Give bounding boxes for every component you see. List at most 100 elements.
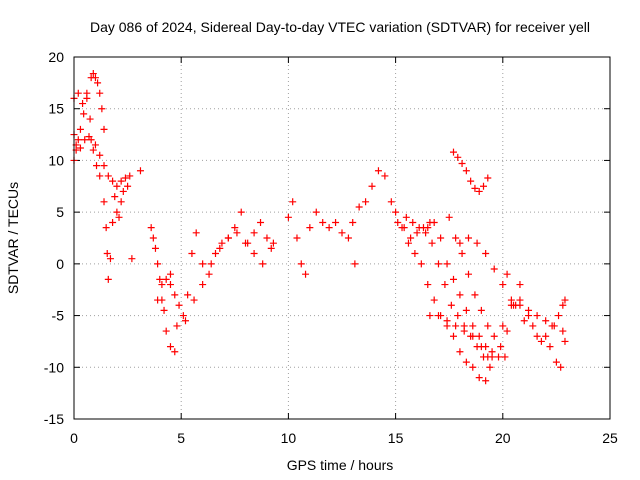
x-tick-label: 0 bbox=[70, 430, 78, 446]
data-point bbox=[102, 224, 110, 232]
data-point bbox=[486, 363, 494, 371]
data-point bbox=[529, 322, 537, 330]
data-point bbox=[428, 239, 436, 247]
data-point bbox=[398, 224, 406, 232]
data-point bbox=[456, 291, 464, 299]
data-points bbox=[70, 70, 569, 385]
data-point bbox=[482, 377, 490, 385]
data-point bbox=[409, 218, 417, 226]
data-point bbox=[297, 260, 305, 268]
data-point bbox=[109, 177, 117, 185]
data-point bbox=[462, 167, 470, 175]
data-point bbox=[158, 281, 166, 289]
data-point bbox=[480, 182, 488, 190]
x-axis-label: GPS time / hours bbox=[287, 457, 394, 473]
data-point bbox=[355, 203, 363, 211]
data-point bbox=[86, 115, 94, 123]
data-point bbox=[166, 270, 174, 278]
data-point bbox=[199, 260, 207, 268]
data-point bbox=[119, 187, 127, 195]
data-point bbox=[306, 224, 314, 232]
data-point bbox=[452, 234, 460, 242]
data-point bbox=[381, 172, 389, 180]
data-point bbox=[162, 275, 170, 283]
data-point bbox=[128, 255, 136, 263]
data-point bbox=[113, 182, 121, 190]
data-point bbox=[449, 332, 457, 340]
data-point bbox=[237, 208, 245, 216]
data-point bbox=[267, 244, 275, 252]
data-point bbox=[147, 224, 155, 232]
data-point bbox=[154, 260, 162, 268]
data-point bbox=[469, 322, 477, 330]
series-trace-e bbox=[119, 167, 144, 263]
data-point bbox=[89, 146, 97, 154]
data-point bbox=[117, 177, 125, 185]
data-point bbox=[74, 89, 82, 97]
data-point bbox=[126, 172, 134, 180]
data-point bbox=[192, 229, 200, 237]
data-point bbox=[284, 213, 292, 221]
data-point bbox=[477, 343, 485, 351]
data-point bbox=[351, 260, 359, 268]
data-point bbox=[456, 239, 464, 247]
data-point bbox=[103, 250, 111, 258]
data-point bbox=[426, 312, 434, 320]
plot-frame bbox=[73, 56, 611, 420]
series-trace-s bbox=[449, 148, 492, 195]
data-point bbox=[467, 177, 475, 185]
series-trace-g bbox=[154, 208, 277, 320]
series-trace-h bbox=[166, 229, 275, 330]
data-point bbox=[417, 260, 425, 268]
data-point bbox=[499, 281, 507, 289]
data-point bbox=[447, 301, 455, 309]
data-point bbox=[100, 162, 108, 170]
data-point bbox=[76, 144, 84, 152]
data-point bbox=[445, 213, 453, 221]
data-point bbox=[469, 363, 477, 371]
data-point bbox=[495, 353, 503, 361]
y-axis-label: SDTVAR / TECUs bbox=[5, 182, 21, 294]
data-point bbox=[113, 208, 121, 216]
data-point bbox=[434, 260, 442, 268]
data-point bbox=[109, 218, 117, 226]
data-point bbox=[542, 317, 550, 325]
data-point bbox=[83, 94, 91, 102]
data-point bbox=[512, 301, 520, 309]
x-tick-label: 15 bbox=[388, 430, 404, 446]
data-point bbox=[475, 374, 483, 382]
data-point bbox=[349, 218, 357, 226]
data-point bbox=[149, 234, 157, 242]
data-point bbox=[173, 322, 181, 330]
y-tick-label: -15 bbox=[44, 411, 64, 427]
data-point bbox=[171, 348, 179, 356]
data-point bbox=[233, 229, 241, 237]
data-point bbox=[404, 239, 412, 247]
data-point bbox=[106, 255, 114, 263]
data-point bbox=[387, 198, 395, 206]
data-point bbox=[344, 234, 352, 242]
data-point bbox=[94, 79, 102, 87]
data-point bbox=[454, 153, 462, 161]
data-point bbox=[411, 250, 419, 258]
data-point bbox=[443, 260, 451, 268]
data-point bbox=[533, 312, 541, 320]
data-point bbox=[484, 322, 492, 330]
data-point bbox=[490, 265, 498, 273]
series-trace-r bbox=[426, 312, 492, 361]
data-point bbox=[559, 301, 567, 309]
data-point bbox=[477, 306, 485, 314]
data-point bbox=[533, 332, 541, 340]
data-point bbox=[121, 174, 129, 182]
data-point bbox=[80, 110, 88, 118]
data-point bbox=[368, 182, 376, 190]
data-point bbox=[171, 291, 179, 299]
data-point bbox=[156, 275, 164, 283]
data-point bbox=[338, 229, 346, 237]
data-point bbox=[98, 105, 106, 113]
data-point bbox=[402, 213, 410, 221]
data-point bbox=[242, 239, 250, 247]
data-point bbox=[430, 296, 438, 304]
data-point bbox=[394, 218, 402, 226]
